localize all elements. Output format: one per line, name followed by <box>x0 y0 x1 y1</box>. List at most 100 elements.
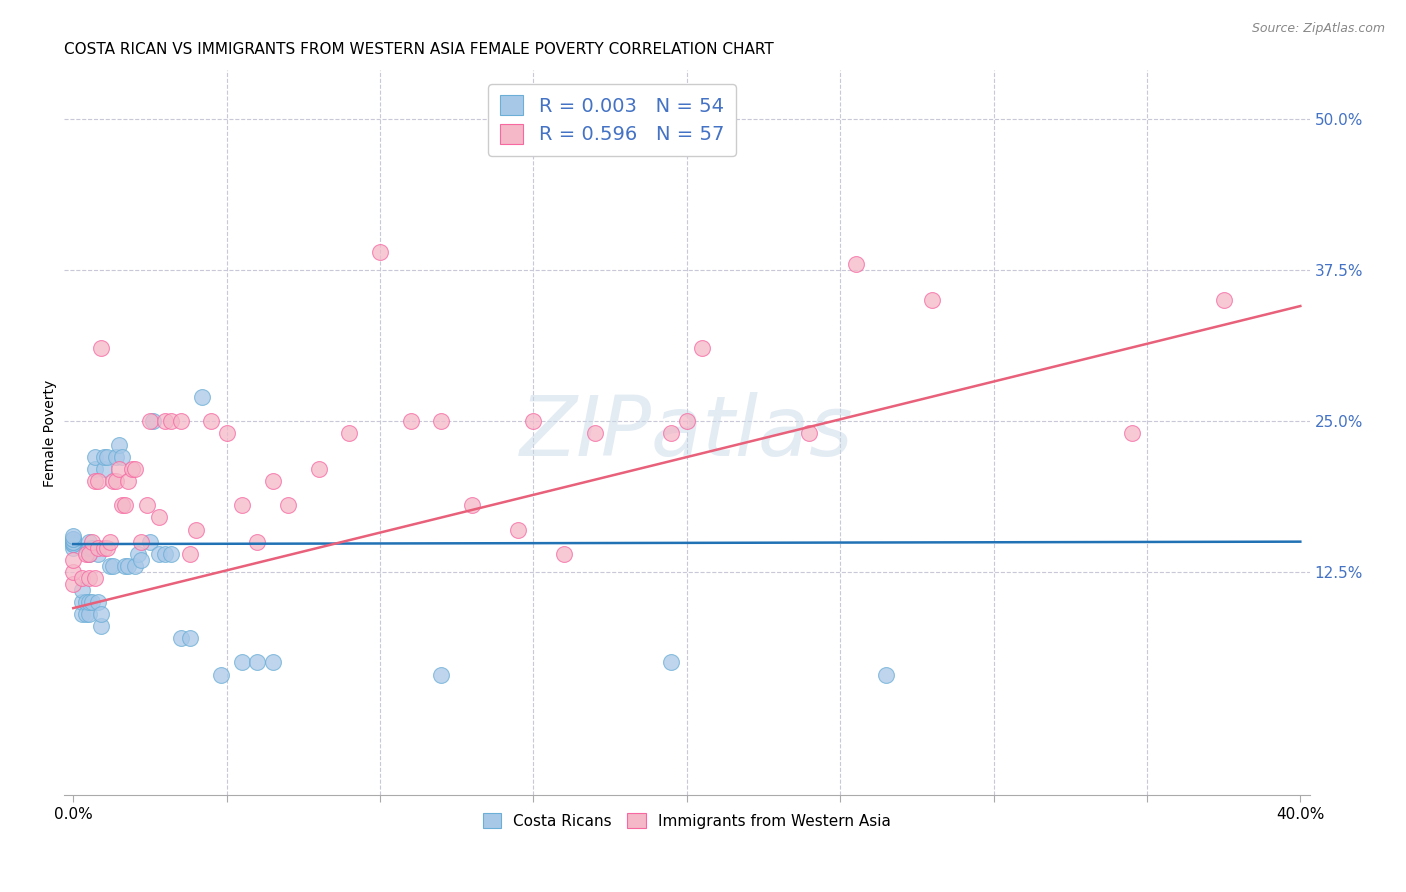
Point <box>117 558 139 573</box>
Point <box>124 558 146 573</box>
Point <box>430 667 453 681</box>
Point <box>231 499 253 513</box>
Point <box>83 571 105 585</box>
Point <box>75 547 97 561</box>
Point <box>799 425 821 440</box>
Point <box>111 499 134 513</box>
Point <box>96 450 118 464</box>
Point <box>83 450 105 464</box>
Point <box>77 571 100 585</box>
Point <box>1212 293 1234 307</box>
Point <box>179 547 201 561</box>
Point <box>90 619 112 633</box>
Point <box>191 390 214 404</box>
Point <box>135 499 157 513</box>
Point <box>87 541 110 555</box>
Point <box>139 414 162 428</box>
Point <box>62 537 84 551</box>
Text: Source: ZipAtlas.com: Source: ZipAtlas.com <box>1251 22 1385 36</box>
Point <box>77 547 100 561</box>
Point <box>72 571 94 585</box>
Point <box>553 547 575 561</box>
Point <box>62 533 84 547</box>
Point <box>108 462 131 476</box>
Point <box>399 414 422 428</box>
Point <box>62 534 84 549</box>
Point <box>72 595 94 609</box>
Point <box>93 462 115 476</box>
Point <box>72 582 94 597</box>
Point <box>661 656 683 670</box>
Point <box>77 547 100 561</box>
Point <box>675 414 697 428</box>
Point <box>209 667 232 681</box>
Point <box>96 541 118 555</box>
Point <box>62 577 84 591</box>
Point <box>160 547 183 561</box>
Text: ZIPatlas: ZIPatlas <box>520 392 853 474</box>
Point <box>108 438 131 452</box>
Point <box>661 425 683 440</box>
Point <box>98 534 121 549</box>
Point <box>129 534 152 549</box>
Point <box>522 414 544 428</box>
Point <box>461 499 484 513</box>
Point <box>583 425 606 440</box>
Point <box>77 595 100 609</box>
Point <box>368 244 391 259</box>
Point <box>169 414 191 428</box>
Point <box>139 534 162 549</box>
Point <box>75 595 97 609</box>
Point <box>200 414 222 428</box>
Legend: Costa Ricans, Immigrants from Western Asia: Costa Ricans, Immigrants from Western As… <box>477 806 897 835</box>
Point <box>62 534 84 549</box>
Point <box>160 414 183 428</box>
Point <box>129 553 152 567</box>
Point <box>80 595 103 609</box>
Point <box>101 475 124 489</box>
Point <box>83 475 105 489</box>
Point <box>142 414 165 428</box>
Y-axis label: Female Poverty: Female Poverty <box>44 379 58 486</box>
Point <box>430 414 453 428</box>
Point <box>184 523 207 537</box>
Point <box>155 414 177 428</box>
Point <box>62 528 84 542</box>
Point <box>308 462 330 476</box>
Point <box>921 293 943 307</box>
Point <box>246 656 269 670</box>
Point <box>114 499 136 513</box>
Point <box>215 425 238 440</box>
Point <box>62 541 84 555</box>
Point <box>98 558 121 573</box>
Point <box>87 547 110 561</box>
Point <box>87 475 110 489</box>
Point <box>875 667 897 681</box>
Point <box>179 632 201 646</box>
Point <box>121 462 143 476</box>
Point <box>93 541 115 555</box>
Point <box>77 541 100 555</box>
Point <box>155 547 177 561</box>
Text: COSTA RICAN VS IMMIGRANTS FROM WESTERN ASIA FEMALE POVERTY CORRELATION CHART: COSTA RICAN VS IMMIGRANTS FROM WESTERN A… <box>65 42 773 57</box>
Point <box>231 656 253 670</box>
Point <box>1121 425 1143 440</box>
Point <box>844 257 866 271</box>
Point <box>148 510 170 524</box>
Point <box>337 425 360 440</box>
Point <box>506 523 529 537</box>
Point <box>246 534 269 549</box>
Point <box>80 541 103 555</box>
Point <box>77 534 100 549</box>
Point <box>62 533 84 547</box>
Point <box>72 607 94 622</box>
Point <box>105 475 128 489</box>
Point <box>262 656 284 670</box>
Point <box>87 595 110 609</box>
Point <box>75 607 97 622</box>
Point <box>80 534 103 549</box>
Point <box>62 553 84 567</box>
Point <box>117 475 139 489</box>
Point <box>62 565 84 579</box>
Point <box>83 462 105 476</box>
